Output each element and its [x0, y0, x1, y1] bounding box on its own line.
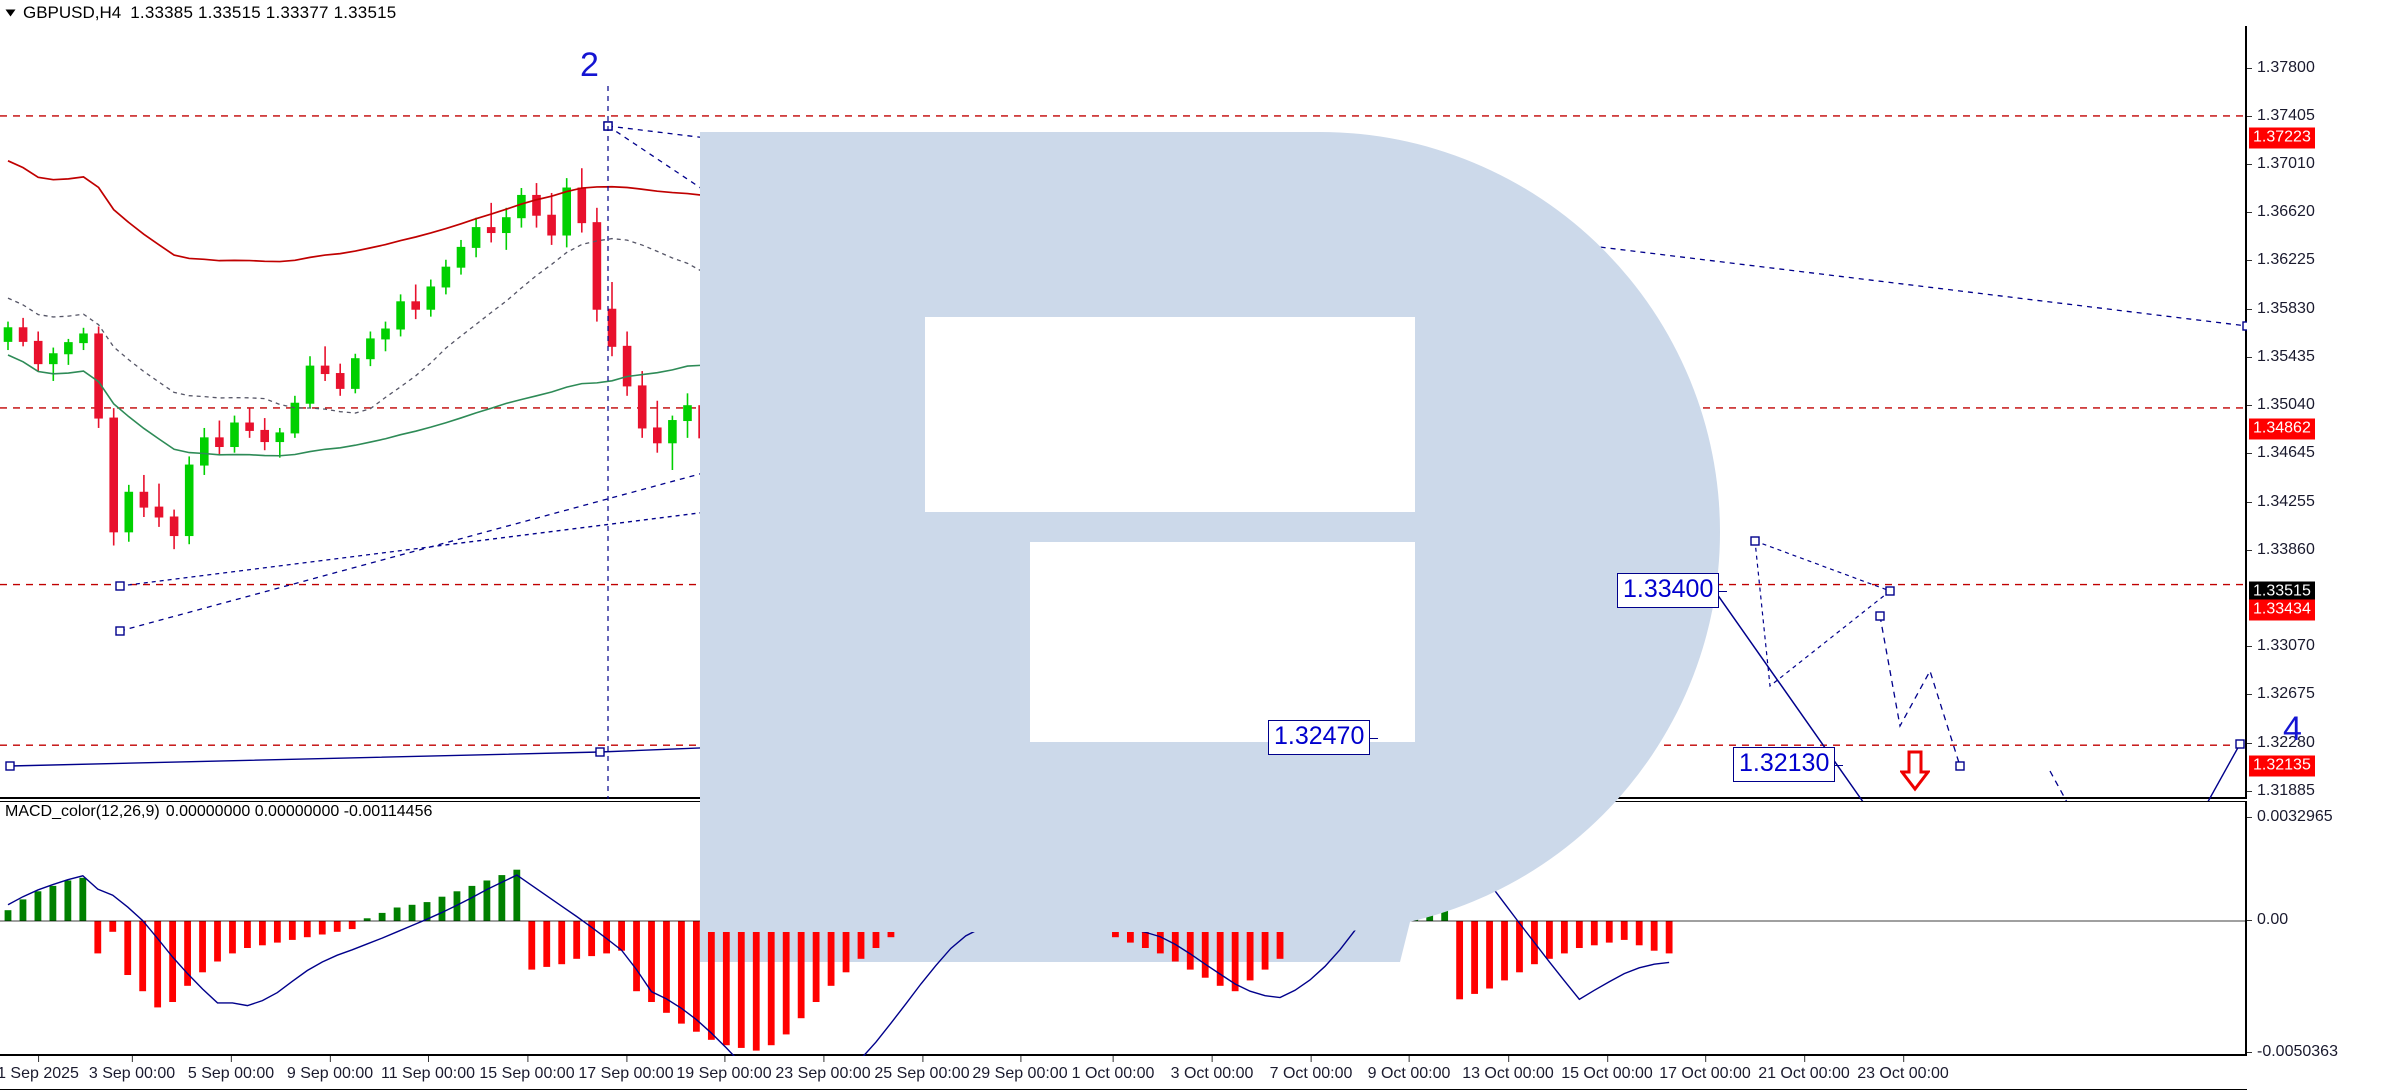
time-tick: 19 Sep 00:00 — [676, 1056, 772, 1082]
price-tick: 1.32280 — [2247, 734, 2315, 752]
price-tick: 1.37405 — [2247, 107, 2315, 125]
time-tick: 15 Sep 00:00 — [479, 1056, 575, 1082]
macd-chart-canvas — [0, 802, 2247, 1090]
macd-tick: 0.0032965 — [2247, 808, 2333, 826]
ohlc-values: 1.33385 1.33515 1.33377 1.33515 — [130, 3, 397, 22]
macd-tick: 0.00 — [2247, 911, 2288, 929]
macd-indicator-values: 0.00000000 0.00000000 -0.00114456 — [165, 803, 433, 820]
sell-arrow-down-icon — [1900, 750, 1930, 792]
price-level-tag: 1.37223 — [2249, 127, 2315, 149]
wave-marker: 2 — [580, 46, 599, 84]
time-tick: 5 Sep 00:00 — [187, 1056, 275, 1082]
time-tick: 17 Sep 00:00 — [578, 1056, 674, 1082]
time-tick: 23 Oct 00:00 — [1857, 1056, 1949, 1082]
time-tick: 29 Sep 00:00 — [972, 1056, 1068, 1082]
wave-marker: 4 — [2283, 710, 2302, 748]
price-tick: 1.37800 — [2247, 59, 2315, 77]
target-price-tag[interactable]: 1.32470 — [1268, 720, 1379, 755]
target-price-tag[interactable]: 1.32130 — [1733, 747, 1844, 782]
time-tick: 9 Oct 00:00 — [1367, 1056, 1451, 1082]
time-tick: 21 Oct 00:00 — [1758, 1056, 1850, 1082]
price-level-tag: 1.32135 — [2249, 755, 2315, 777]
price-tick: 1.37010 — [2247, 155, 2315, 173]
time-tick: 9 Sep 00:00 — [286, 1056, 374, 1082]
triangle-down-icon[interactable] — [5, 9, 16, 17]
time-tick: 1 Oct 00:00 — [1071, 1056, 1155, 1082]
price-tick: 1.34255 — [2247, 493, 2315, 511]
time-tick: 11 Sep 00:00 — [380, 1056, 476, 1082]
price-tick: 1.35435 — [2247, 348, 2315, 366]
time-tick: 3 Sep 00:00 — [88, 1056, 176, 1082]
time-tick: 25 Sep 00:00 — [874, 1056, 970, 1082]
price-tick: 1.31885 — [2247, 782, 2315, 800]
time-axis[interactable]: 1 Sep 2025 3 Sep 00:00 5 Sep 00:00 9 Sep 00… — [0, 1056, 2247, 1090]
price-tick: 1.35830 — [2247, 300, 2315, 318]
chart-header: GBPUSD,H4 1.33385 1.33515 1.33377 1.3351… — [0, 0, 2390, 26]
price-tick: 1.34645 — [2247, 444, 2315, 462]
price-pane[interactable] — [0, 26, 2252, 932]
price-chart-canvas — [0, 86, 2252, 831]
price-tick: 1.33070 — [2247, 637, 2315, 655]
macd-pane[interactable]: MACD_color(12,26,9) 0.00000000 0.0000000… — [0, 801, 2247, 1090]
time-tick: 3 Oct 00:00 — [1170, 1056, 1254, 1082]
price-level-tag: 1.34862 — [2249, 418, 2315, 440]
macd-axis[interactable]: 0.0032965 0.00 -0.0050363 — [2247, 801, 2390, 1060]
symbol-label: GBPUSD,H4 — [23, 3, 122, 22]
current-price-tag: 1.33515 — [2249, 581, 2315, 603]
price-tick: 1.35040 — [2247, 396, 2315, 414]
time-tick: 7 Oct 00:00 — [1269, 1056, 1353, 1082]
macd-indicator-name: MACD_color(12,26,9) — [5, 803, 160, 820]
price-level-tag: 1.33434 — [2249, 599, 2315, 621]
price-tick: 1.33860 — [2247, 541, 2315, 559]
time-tick: 1 Sep 2025 — [0, 1056, 79, 1083]
price-tick: 1.36620 — [2247, 203, 2315, 221]
target-price-tag[interactable]: 1.33400 — [1617, 573, 1728, 608]
time-tick: 13 Oct 00:00 — [1462, 1056, 1554, 1082]
macd-tick: -0.0050363 — [2247, 1043, 2338, 1061]
time-tick: 23 Sep 00:00 — [775, 1056, 871, 1082]
time-tick: 17 Oct 00:00 — [1659, 1056, 1751, 1082]
price-tick: 1.36225 — [2247, 251, 2315, 269]
time-tick: 15 Oct 00:00 — [1561, 1056, 1653, 1082]
price-axis[interactable]: 1.37800 1.37405 1.37010 1.36620 1.36225 1.358… — [2247, 26, 2390, 799]
price-tick: 1.32675 — [2247, 685, 2315, 703]
